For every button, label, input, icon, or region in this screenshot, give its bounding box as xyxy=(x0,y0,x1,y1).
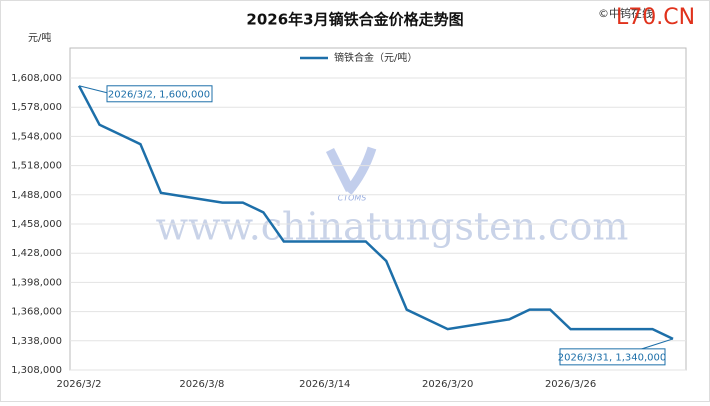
y-axis-label: 元/吨 xyxy=(28,31,51,44)
y-tick-label: 1,308,000 xyxy=(11,365,62,376)
label-box xyxy=(559,348,666,366)
y-tick-label: 1,578,000 xyxy=(11,102,62,113)
y-tick-label: 1,608,000 xyxy=(11,73,62,84)
logo-text: CTOMS xyxy=(338,194,367,203)
y-tick-label: 1,428,000 xyxy=(11,248,62,259)
line xyxy=(77,85,674,340)
y-tick-label: 1,458,000 xyxy=(11,219,62,230)
label-leader xyxy=(78,85,108,94)
data-label: 2026/3/2, 1,600,000 xyxy=(108,89,210,100)
y-tick-label: 1,338,000 xyxy=(11,336,62,347)
data-label: 2026/3/31, 1,340,000 xyxy=(558,352,667,363)
x-tick-label: 2026/3/20 xyxy=(422,379,473,390)
x-tick-label: 2026/3/2 xyxy=(57,379,102,390)
x-tick-label: 2026/3/26 xyxy=(545,379,596,390)
y-tick-label: 1,518,000 xyxy=(11,161,62,172)
legend-label: 镝铁合金（元/吨） xyxy=(334,51,417,64)
y-tick-label: 1,488,000 xyxy=(11,190,62,201)
x-tick-label: 2026/3/14 xyxy=(299,379,350,390)
logo: CTOMS xyxy=(325,146,377,203)
corner-brand: L70.CN xyxy=(616,5,695,30)
label-box xyxy=(106,85,213,103)
y-tick-label: 1,368,000 xyxy=(11,307,62,318)
watermark: www.chinatungsten.com xyxy=(156,205,629,249)
x-tick-label: 2026/3/8 xyxy=(179,379,224,390)
y-tick-label: 1,548,000 xyxy=(11,131,62,142)
corner-text: ©中钨在线 xyxy=(598,6,653,20)
y-tick-label: 1,398,000 xyxy=(11,277,62,288)
chart-title: 2026年3月镝铁合金价格走势图 xyxy=(246,11,463,29)
